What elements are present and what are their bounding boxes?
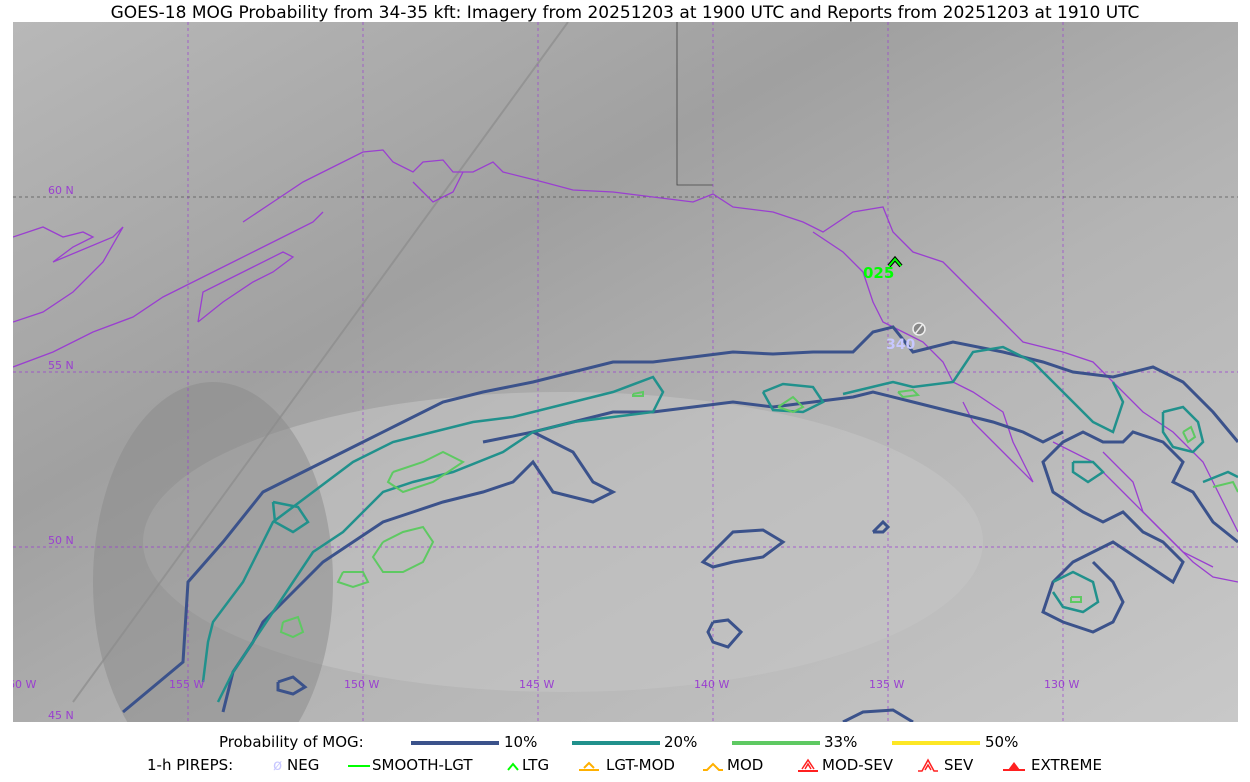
lon-label-155w: 155 W [169,678,204,691]
mod-sev-double-caret-underline-icon [798,758,818,772]
mog-contour-33pct [279,388,1238,639]
prob-33-label: 33% [824,733,858,751]
lgt-mod-caret-underline-icon [579,761,599,771]
mod-caret-icon [703,762,723,771]
pirep-extreme-label: EXTREME [1031,756,1102,774]
pirep-smooth-lgt-label: SMOOTH-LGT [372,756,473,774]
prob-10-label: 10% [504,733,538,751]
lat-label-50n: 50 N [48,534,74,547]
chart-title: GOES-18 MOG Probability from 34-35 kft: … [110,3,1140,23]
lon-label-150w: 150 W [344,678,379,691]
prob-20-swatch [572,741,660,745]
lat-label-60n: 60 N [48,184,74,197]
lon-label-140w: 140 W [694,678,729,691]
extreme-filled-triangle-icon [1003,762,1025,771]
smooth-lgt-line-icon [348,765,370,767]
neg-circle-slash-icon: ø [273,756,283,774]
prob-20-label: 20% [664,733,698,751]
prob-50-swatch [892,741,980,745]
pirep-ltg-label: LTG [522,756,550,774]
satellite-map: 60 N 55 N 50 N 45 N 160 W 155 W 150 W 14… [13,22,1238,722]
pirep-legend-title: 1-h PIREPS: [147,756,234,774]
data-seam-line [72,22,569,703]
border-line [676,22,713,186]
prob-33-swatch [732,741,820,745]
lon-label-130w: 130 W [1044,678,1079,691]
pirep-neg-altitude: 340 [886,337,915,353]
lat-label-45n: 45 N [48,709,74,722]
pirep-mod-sev-label: MOD-SEV [822,756,893,774]
coastline [13,149,1238,583]
lon-label-135w: 135 W [869,678,904,691]
pirep-lgt-mod-label: LGT-MOD [606,756,675,774]
sev-double-caret-icon [918,758,938,772]
pirep-neg-label: NEG [287,756,320,774]
pirep-mod-label: MOD [727,756,764,774]
prob-legend-title: Probability of MOG: [219,733,364,751]
mog-contour-20pct [201,345,1238,703]
lon-label-160w: 160 W [13,678,36,691]
ltg-caret-icon [507,762,519,771]
pirep-neg-marker[interactable]: 340 [886,322,926,353]
lon-label-145w: 145 W [519,678,554,691]
pirep-ltg-marker[interactable]: 025 [863,255,903,282]
prob-50-label: 50% [985,733,1019,751]
lat-label-55n: 55 N [48,359,74,372]
pirep-sev-label: SEV [944,756,974,774]
pirep-ltg-altitude: 025 [863,264,894,282]
mog-contour-10pct [122,325,1238,722]
prob-10-swatch [411,741,499,745]
